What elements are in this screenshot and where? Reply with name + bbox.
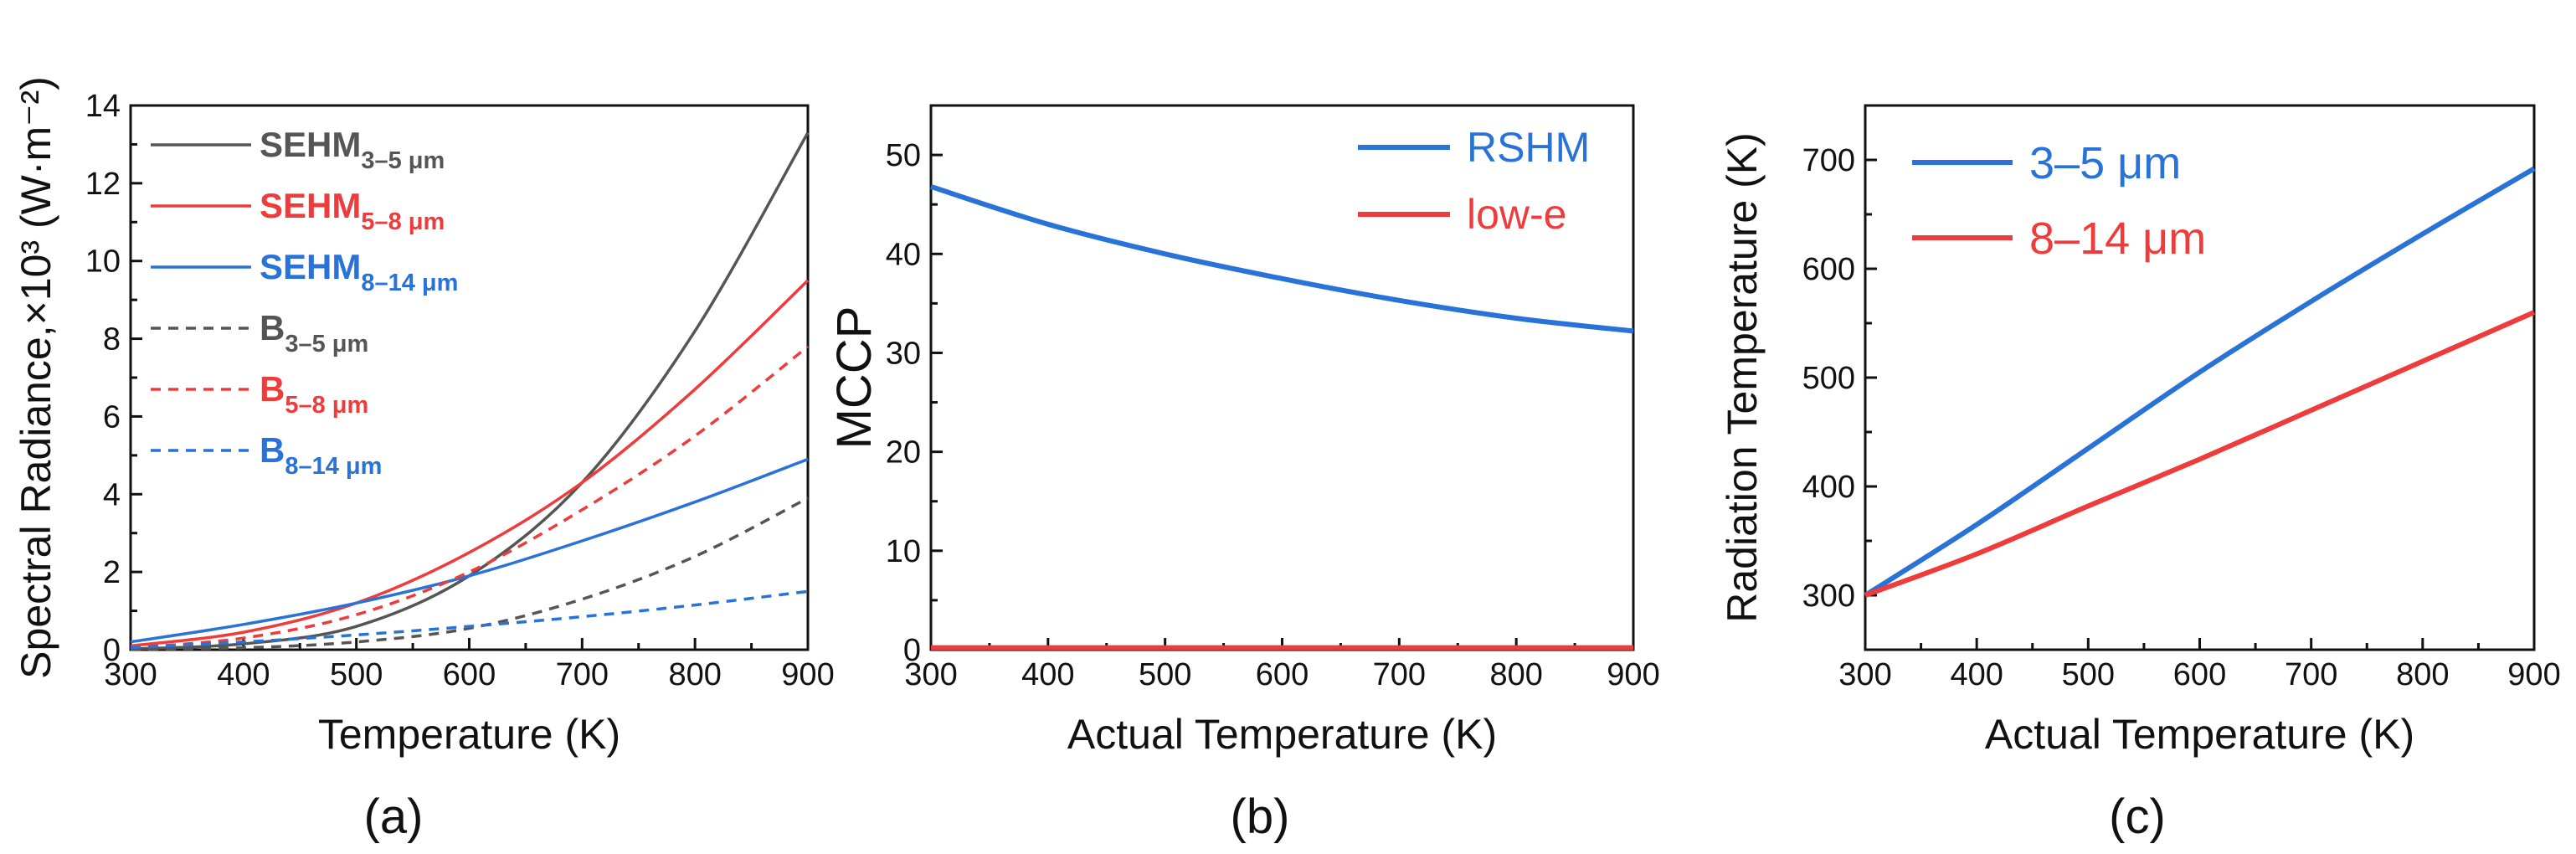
y-tick-label: 600 [1802,252,1855,287]
x-tick-label: 600 [1256,657,1309,692]
y-tick-label: 12 [85,167,121,202]
series-line-5 [130,345,810,650]
panel-label: (b) [1231,790,1290,844]
series-line-6 [130,589,809,650]
legend-label: B3–5 μm [260,308,368,358]
series-line-2 [1864,310,2536,598]
legend-label: RSHM [1467,124,1590,171]
legend-label: low-e [1467,191,1566,238]
x-tick-label: 800 [2396,657,2449,692]
series-line-1 [130,131,810,651]
panel-label: (c) [2109,790,2166,844]
y-tick-label: 2 [103,555,121,590]
y-tick-label: 20 [886,435,921,471]
y-tick-label: 400 [1802,470,1855,505]
x-tick-label: 900 [2507,657,2560,692]
y-axis-label: Spectral Radiance,×10³ (W·m⁻²) [13,76,59,679]
plot-frame [929,104,1635,651]
x-tick-label: 700 [2285,657,2337,692]
legend-label: 3–5 μm [2029,138,2181,188]
legend-label: SEHM8–14 μm [260,247,458,296]
x-axis-label: Actual Temperature (K) [1985,711,2414,758]
x-axis-label: Actual Temperature (K) [1067,711,1497,758]
x-tick-label: 500 [330,657,383,692]
x-tick-label: 500 [1139,657,1191,692]
y-tick-label: 4 [103,477,121,512]
y-tick-label: 300 [1802,579,1855,614]
y-tick-label: 700 [1802,143,1855,178]
y-tick-label: 10 [886,534,921,569]
y-tick-label: 40 [886,237,921,272]
x-tick-label: 700 [1373,657,1426,692]
x-tick-label: 500 [2062,657,2115,692]
x-tick-label: 300 [104,657,157,692]
series-line-2 [130,279,810,648]
x-tick-label: 900 [1607,657,1659,692]
x-tick-label: 700 [556,657,609,692]
panel-2: 300 400 500 600 700 800 900 0 10 20 30 40 50 Actual T… [827,104,1660,844]
legend-label: SEHM5–8 μm [260,186,445,235]
y-tick-label: 500 [1802,361,1855,396]
series-line-1 [930,184,1634,334]
y-axis-label: MCCP [827,306,882,450]
x-tick-label: 300 [904,657,957,692]
x-tick-label: 800 [668,657,721,692]
y-tick-label: 8 [103,322,121,358]
y-tick-label: 6 [103,399,121,435]
legend-label: 8–14 μm [2029,214,2206,264]
panel-3: 300 400 500 600 700 800 900 300 400 500 600 700 Actu… [1719,104,2561,844]
x-tick-label: 400 [1021,657,1074,692]
x-tick-label: 600 [443,657,496,692]
x-tick-label: 800 [1489,657,1542,692]
legend-label: B8–14 μm [260,430,382,480]
x-tick-label: 400 [217,657,270,692]
legend-label: SEHM3–5 μm [260,125,445,174]
series-line-3 [130,457,809,644]
y-tick-label: 50 [886,138,921,173]
y-tick-label: 10 [85,244,121,280]
x-tick-label: 300 [1838,657,1891,692]
y-tick-label: 0 [103,633,121,668]
legend-label: B5–8 μm [260,369,368,419]
panel-1: 300 400 500 600 700 800 900 0 2 4 6 8 10 12 14 Temperat… [13,76,835,844]
x-tick-label: 600 [2173,657,2226,692]
y-tick-label: 14 [85,89,121,124]
x-axis-label: Temperature (K) [318,711,620,758]
panel-label: (a) [364,790,424,844]
y-tick-label: 30 [886,336,921,371]
x-tick-label: 900 [781,657,834,692]
y-axis-label: Radiation Temperature (K) [1719,132,1766,622]
series-line-4 [130,496,809,651]
x-tick-label: 400 [1950,657,2003,692]
y-tick-label: 0 [903,633,921,668]
series-line-1 [1864,166,2536,598]
plot-frame [1864,104,2536,651]
